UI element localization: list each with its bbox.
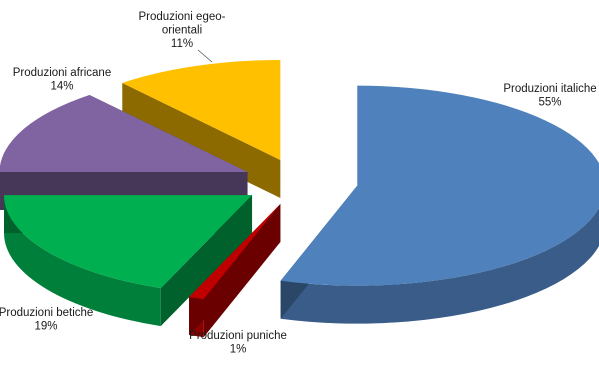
slice-name: Produzioni africane xyxy=(13,67,111,79)
slice-name: Produzioni egeo- xyxy=(139,11,226,23)
pie-slice-top xyxy=(189,204,281,300)
pie-slice-side xyxy=(280,207,599,324)
pie-slice-produzioni-betiche xyxy=(4,195,253,327)
slice-percent: 14% xyxy=(50,81,73,93)
label-leader-line xyxy=(197,49,213,63)
pie-slice-top xyxy=(280,85,599,286)
slice-percent: 1% xyxy=(230,344,247,356)
pie-slice-produzioni-italiche xyxy=(280,85,599,324)
pie-slice-top xyxy=(122,59,281,160)
pie-slice-side xyxy=(4,195,161,327)
pie-slice-top xyxy=(4,195,253,289)
slice-name: Produzioni puniche xyxy=(189,330,287,342)
slice-percent: 55% xyxy=(538,97,561,109)
slice-percent: 11% xyxy=(171,38,193,50)
slice-percent: 19% xyxy=(34,321,57,333)
slice-label: Produzioni betiche 19% xyxy=(0,307,93,333)
slice-label: Produzioni italiche 55% xyxy=(503,83,596,109)
pie-slice-produzioni-puniche xyxy=(189,204,281,338)
pie-slice-top xyxy=(0,94,248,173)
slice-name: orientali xyxy=(162,25,202,37)
slice-label: Produzioni egeo-orientali 11% xyxy=(139,11,226,50)
slice-label: Produzioni africane 14% xyxy=(13,67,111,93)
pie-slice-wall xyxy=(189,204,281,335)
slice-name: Produzioni italiche xyxy=(503,83,596,95)
slice-label: Produzioni puniche 1% xyxy=(189,330,287,356)
slice-name: Produzioni betiche xyxy=(0,307,93,319)
